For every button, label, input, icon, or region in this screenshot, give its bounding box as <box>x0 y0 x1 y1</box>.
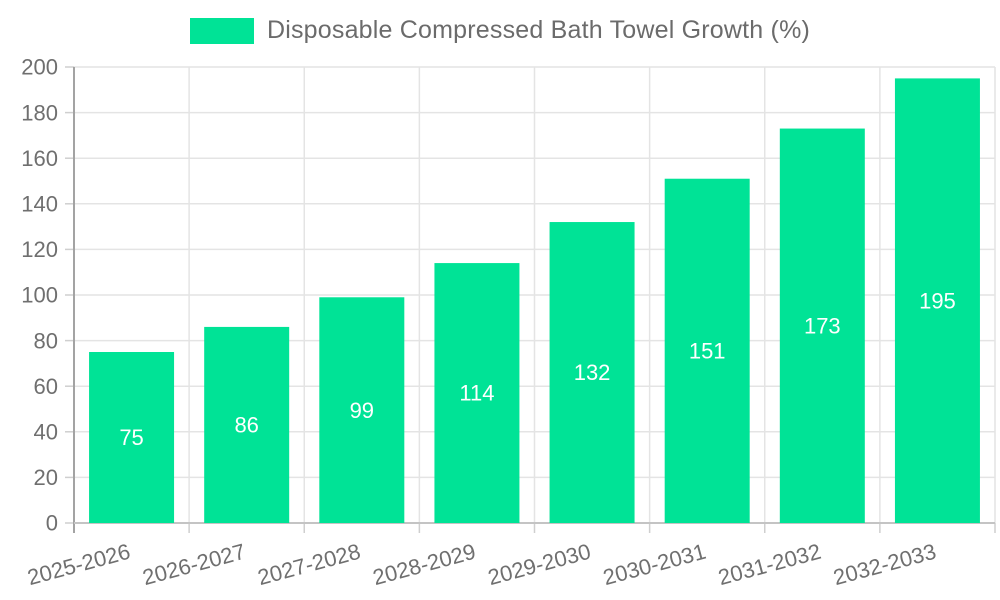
bar[interactable] <box>204 326 290 523</box>
bar[interactable] <box>894 78 980 524</box>
y-tick-label: 200 <box>21 55 58 80</box>
y-tick-label: 160 <box>21 146 58 171</box>
bar[interactable] <box>664 178 750 523</box>
bar[interactable] <box>549 222 635 524</box>
y-tick-label: 80 <box>34 328 58 353</box>
bar-value-label: 173 <box>804 313 841 338</box>
bar[interactable] <box>434 263 520 523</box>
bar[interactable] <box>319 297 405 523</box>
bar-value-label: 151 <box>689 339 726 364</box>
x-tick-label: 2030-2031 <box>600 539 708 590</box>
y-tick-label: 60 <box>34 374 58 399</box>
y-tick-label: 100 <box>21 283 58 308</box>
legend-label: Disposable Compressed Bath Towel Growth … <box>266 16 811 44</box>
y-tick-label: 0 <box>46 511 58 536</box>
x-tick-label: 2029-2030 <box>485 539 593 590</box>
y-tick-label: 140 <box>21 192 58 217</box>
x-tick-label: 2027-2028 <box>255 539 363 590</box>
y-tick-label: 180 <box>21 100 58 125</box>
y-tick-label: 120 <box>21 237 58 262</box>
legend-swatch <box>189 17 254 44</box>
x-tick-label: 2026-2027 <box>140 539 248 590</box>
bar-value-label: 86 <box>234 413 258 438</box>
y-tick-label: 20 <box>34 465 58 490</box>
x-tick-label: 2025-2026 <box>25 539 133 590</box>
bar-value-label: 75 <box>119 425 143 450</box>
bar[interactable] <box>89 352 175 523</box>
bar-value-label: 195 <box>919 288 956 313</box>
bar-value-label: 99 <box>350 398 374 423</box>
legend-item[interactable]: Disposable Compressed Bath Towel Growth … <box>0 16 1000 45</box>
x-tick-label: 2028-2029 <box>370 539 478 590</box>
x-tick-label: 2031-2032 <box>716 539 824 590</box>
x-tick-label: 2032-2033 <box>831 539 939 590</box>
bar-value-label: 132 <box>574 360 611 385</box>
bar-value-label: 114 <box>459 381 494 406</box>
bar[interactable] <box>779 128 865 523</box>
y-tick-label: 40 <box>34 420 58 445</box>
